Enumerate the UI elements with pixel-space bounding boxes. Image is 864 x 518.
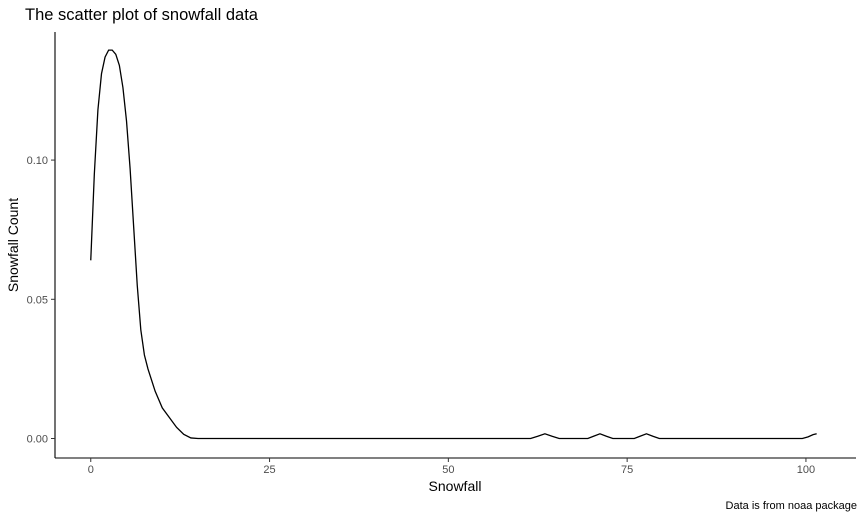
chart-title: The scatter plot of snowfall data (25, 6, 259, 24)
x-tick-label: 25 (263, 464, 275, 476)
y-tick-label: 0.10 (27, 155, 48, 167)
x-tick-label: 75 (621, 464, 633, 476)
x-tick-label: 100 (797, 464, 815, 476)
x-tick-label: 50 (442, 464, 454, 476)
y-tick-label: 0.00 (27, 434, 48, 446)
x-tick-label: 0 (88, 464, 94, 476)
plot-area (54, 32, 856, 459)
x-axis-title: Snowfall (429, 478, 482, 494)
density-line (90, 49, 817, 440)
y-tick-label: 0.05 (27, 294, 48, 306)
y-axis-title: Snowfall Count (5, 198, 21, 292)
x-axis-ticks: 0 25 50 75 100 (88, 458, 815, 476)
chart-caption: Data is from noaa package (726, 500, 857, 512)
y-axis-ticks: 0.00 0.05 0.10 (27, 155, 55, 446)
